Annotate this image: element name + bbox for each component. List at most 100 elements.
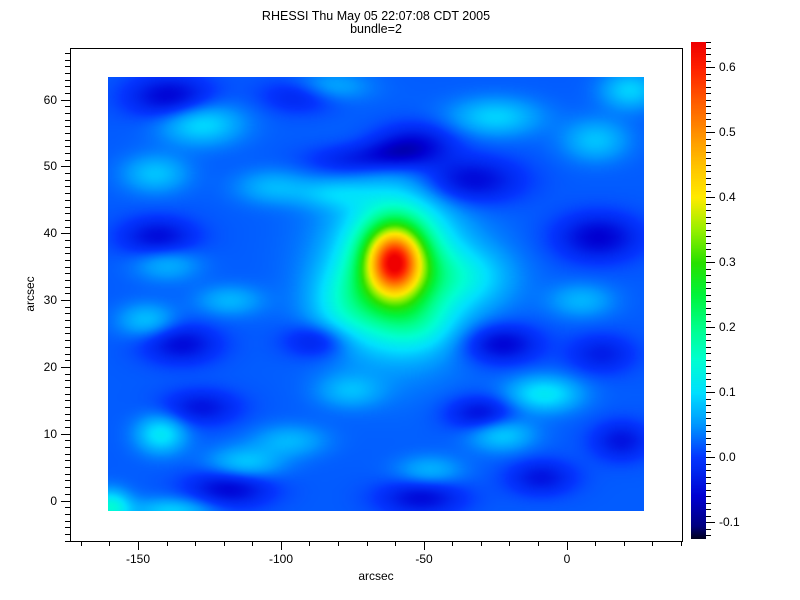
colorbar-gradient bbox=[691, 42, 706, 539]
y-minor-tick bbox=[65, 66, 70, 67]
y-minor-tick bbox=[65, 467, 70, 468]
colorbar-minor-tick bbox=[706, 191, 711, 192]
y-major-tick bbox=[61, 434, 70, 435]
plot-frame bbox=[70, 48, 683, 542]
y-minor-tick bbox=[65, 200, 70, 201]
colorbar-minor-tick bbox=[706, 275, 711, 276]
colorbar-minor-tick bbox=[706, 431, 711, 432]
colorbar-tick-label: 0.1 bbox=[719, 385, 736, 399]
y-minor-tick bbox=[65, 227, 70, 228]
y-minor-tick bbox=[65, 80, 70, 81]
y-minor-tick bbox=[65, 307, 70, 308]
x-minor-tick bbox=[452, 541, 453, 546]
x-minor-tick bbox=[224, 541, 225, 546]
y-minor-tick bbox=[65, 407, 70, 408]
y-tick-label: 50 bbox=[43, 159, 57, 173]
colorbar-minor-tick bbox=[706, 405, 711, 406]
y-minor-tick bbox=[65, 180, 70, 181]
y-minor-tick bbox=[65, 153, 70, 154]
y-minor-tick bbox=[65, 487, 70, 488]
colorbar-minor-tick bbox=[706, 464, 711, 465]
colorbar-minor-tick bbox=[706, 483, 711, 484]
x-minor-tick bbox=[252, 541, 253, 546]
colorbar-minor-tick bbox=[706, 321, 711, 322]
y-minor-tick bbox=[65, 414, 70, 415]
y-minor-tick bbox=[65, 173, 70, 174]
colorbar-minor-tick bbox=[706, 80, 711, 81]
y-minor-tick bbox=[65, 480, 70, 481]
x-minor-tick bbox=[309, 541, 310, 546]
colorbar-minor-tick bbox=[706, 139, 711, 140]
x-tick-label: -50 bbox=[415, 552, 433, 566]
y-minor-tick bbox=[65, 541, 70, 542]
colorbar-minor-tick bbox=[706, 152, 711, 153]
colorbar-minor-tick bbox=[706, 178, 711, 179]
y-minor-tick bbox=[65, 320, 70, 321]
colorbar-minor-tick bbox=[706, 386, 711, 387]
y-minor-tick bbox=[65, 126, 70, 127]
y-minor-tick bbox=[65, 440, 70, 441]
y-minor-tick bbox=[65, 507, 70, 508]
y-minor-tick bbox=[65, 186, 70, 187]
y-major-tick bbox=[61, 166, 70, 167]
plot-subtitle: bundle=2 bbox=[350, 22, 402, 36]
colorbar-minor-tick bbox=[706, 477, 711, 478]
colorbar-minor-tick bbox=[706, 470, 711, 471]
colorbar-tick-label: 0.5 bbox=[719, 125, 736, 139]
y-minor-tick bbox=[65, 460, 70, 461]
y-minor-tick bbox=[65, 347, 70, 348]
y-minor-tick bbox=[65, 333, 70, 334]
x-major-tick bbox=[281, 541, 282, 550]
colorbar-minor-tick bbox=[706, 418, 711, 419]
colorbar-minor-tick bbox=[706, 503, 711, 504]
colorbar-tick-label: 0.3 bbox=[719, 255, 736, 269]
y-tick-label: 20 bbox=[43, 360, 57, 374]
colorbar-minor-tick bbox=[706, 340, 711, 341]
colorbar-minor-tick bbox=[706, 217, 711, 218]
colorbar-minor-tick bbox=[706, 269, 711, 270]
x-minor-tick bbox=[509, 541, 510, 546]
y-minor-tick bbox=[65, 213, 70, 214]
y-minor-tick bbox=[65, 494, 70, 495]
y-tick-label: 0 bbox=[50, 494, 57, 508]
colorbar-major-tick bbox=[706, 197, 715, 198]
y-minor-tick bbox=[65, 360, 70, 361]
colorbar-minor-tick bbox=[706, 204, 711, 205]
y-minor-tick bbox=[65, 220, 70, 221]
y-minor-tick bbox=[65, 60, 70, 61]
x-minor-tick bbox=[81, 541, 82, 546]
x-minor-tick bbox=[624, 541, 625, 546]
y-minor-tick bbox=[65, 447, 70, 448]
colorbar-minor-tick bbox=[706, 360, 711, 361]
colorbar-minor-tick bbox=[706, 366, 711, 367]
y-minor-tick bbox=[65, 427, 70, 428]
y-minor-tick bbox=[65, 400, 70, 401]
colorbar-minor-tick bbox=[706, 379, 711, 380]
colorbar-minor-tick bbox=[706, 373, 711, 374]
colorbar-minor-tick bbox=[706, 516, 711, 517]
y-minor-tick bbox=[65, 146, 70, 147]
x-major-tick bbox=[138, 541, 139, 550]
x-tick-label: 0 bbox=[563, 552, 571, 566]
colorbar-minor-tick bbox=[706, 438, 711, 439]
colorbar-minor-tick bbox=[706, 236, 711, 237]
y-minor-tick bbox=[65, 247, 70, 248]
y-minor-tick bbox=[65, 327, 70, 328]
y-minor-tick bbox=[65, 387, 70, 388]
colorbar-tick-label: 0.6 bbox=[719, 60, 736, 74]
y-minor-tick bbox=[65, 86, 70, 87]
colorbar-minor-tick bbox=[706, 184, 711, 185]
colorbar-minor-tick bbox=[706, 535, 711, 536]
y-minor-tick bbox=[65, 293, 70, 294]
plot-title: RHESSI Thu May 05 22:07:08 CDT 2005 bbox=[261, 9, 491, 23]
y-minor-tick bbox=[65, 313, 70, 314]
colorbar-minor-tick bbox=[706, 282, 711, 283]
colorbar-minor-tick bbox=[706, 243, 711, 244]
colorbar-minor-tick bbox=[706, 529, 711, 530]
colorbar-minor-tick bbox=[706, 353, 711, 354]
y-major-tick bbox=[61, 300, 70, 301]
x-minor-tick bbox=[109, 541, 110, 546]
x-major-tick bbox=[567, 541, 568, 550]
y-major-tick bbox=[61, 367, 70, 368]
